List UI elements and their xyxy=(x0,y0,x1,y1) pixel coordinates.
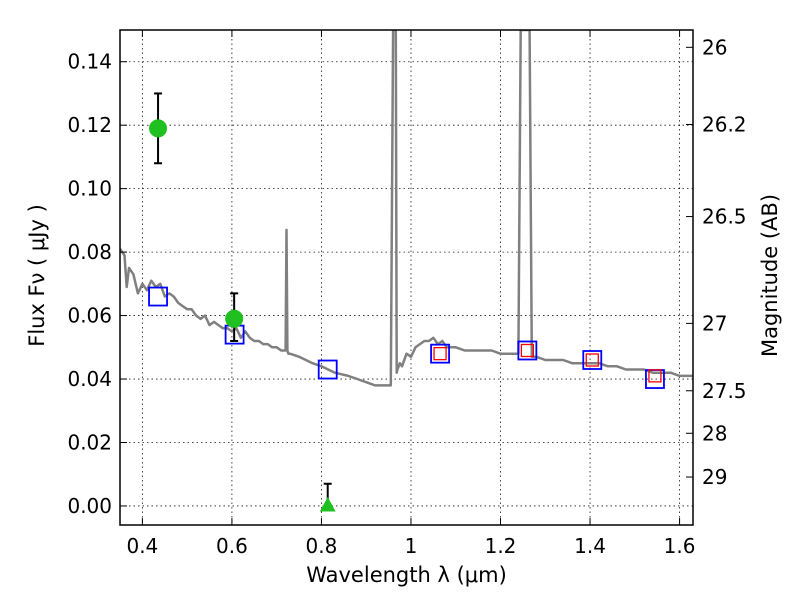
x-axis-label: Wavelength λ (μm) xyxy=(306,563,507,587)
model-point-blue xyxy=(148,286,168,307)
y-tick-label: 0.08 xyxy=(67,240,112,264)
tick-layer: 0.4 0.6 0.8 1 1.2 1.4 1.6 0.00 0.02 0.04 0.06 0.08 0… xyxy=(67,30,747,558)
y-tick-label: 0.10 xyxy=(67,177,112,201)
x-tick-label: 0.4 xyxy=(126,534,158,558)
right-tick-label: 28 xyxy=(702,421,727,445)
observed-point xyxy=(149,119,168,138)
right-tick-label: 27.5 xyxy=(702,379,747,403)
grid-lines xyxy=(120,30,693,525)
model-point-blue xyxy=(517,340,538,361)
right-tick-label: 26.2 xyxy=(702,112,747,136)
x-tick-label: 0.6 xyxy=(216,534,248,558)
model-point-blue xyxy=(582,350,603,370)
model-point-red xyxy=(520,343,535,358)
right-tick-label: 29 xyxy=(702,465,727,489)
x-tick-label: 1 xyxy=(405,534,418,558)
x-tick-label: 1.2 xyxy=(485,534,517,558)
model-point-red xyxy=(433,347,447,361)
y-tick-label: 0.12 xyxy=(67,113,112,137)
model-point-blue xyxy=(317,359,338,380)
y-tick-label: 0.02 xyxy=(67,431,112,455)
right-axis-label: Magnitude (AB) xyxy=(758,194,782,357)
model-point-blue xyxy=(430,343,450,364)
y-tick-label: 0.14 xyxy=(67,50,112,74)
spectrum-layer xyxy=(120,30,693,387)
model-point-red xyxy=(585,353,599,367)
plot-frame xyxy=(119,29,694,526)
right-tick-label: 27 xyxy=(702,311,727,335)
x-tick-label: 0.8 xyxy=(306,534,338,558)
y-tick-label: 0.00 xyxy=(67,494,112,518)
right-tick-label: 26 xyxy=(702,35,727,59)
x-tick-label: 1.4 xyxy=(574,534,606,558)
model-point-red xyxy=(648,369,662,383)
y-tick-label: 0.04 xyxy=(67,367,112,391)
y-tick-label: 0.06 xyxy=(67,304,112,328)
marker-layer xyxy=(148,92,665,512)
observed-upper-limit xyxy=(319,496,336,512)
observed-point xyxy=(225,309,244,328)
x-tick-label: 1.6 xyxy=(664,534,696,558)
right-tick-label: 26.5 xyxy=(702,205,747,229)
spectrum-line xyxy=(120,30,693,387)
y-axis-label: Flux Fν ( μJy ) xyxy=(25,204,49,347)
